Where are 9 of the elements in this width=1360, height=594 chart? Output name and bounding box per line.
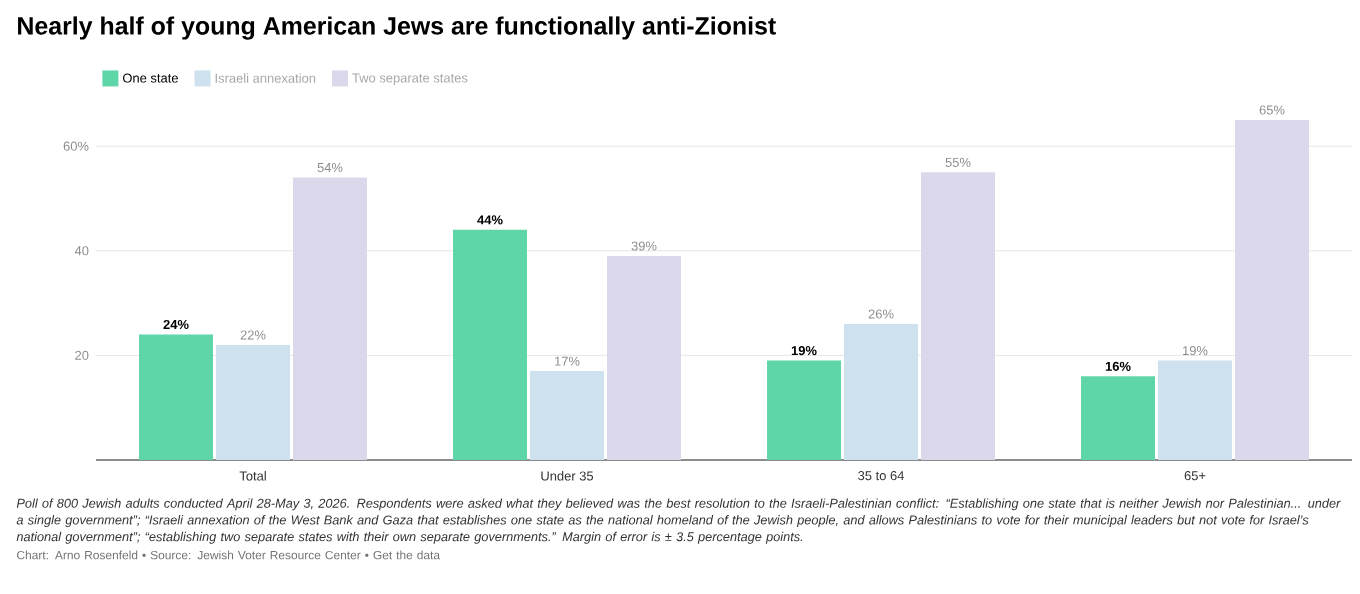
bar [139,334,214,460]
bar [216,344,291,460]
bar [844,324,919,460]
bar [767,360,842,460]
bar [1158,360,1233,460]
bar [1081,376,1156,460]
bar [530,371,605,460]
bar [453,229,528,460]
chart-title: Nearly half of young American Jews are functionally anti-Zionist [18,16,776,40]
